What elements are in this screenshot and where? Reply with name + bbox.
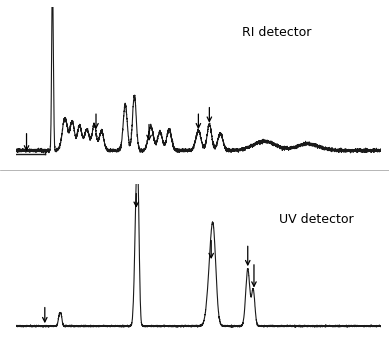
Text: RI detector: RI detector	[242, 27, 312, 39]
Text: UV detector: UV detector	[279, 213, 354, 226]
